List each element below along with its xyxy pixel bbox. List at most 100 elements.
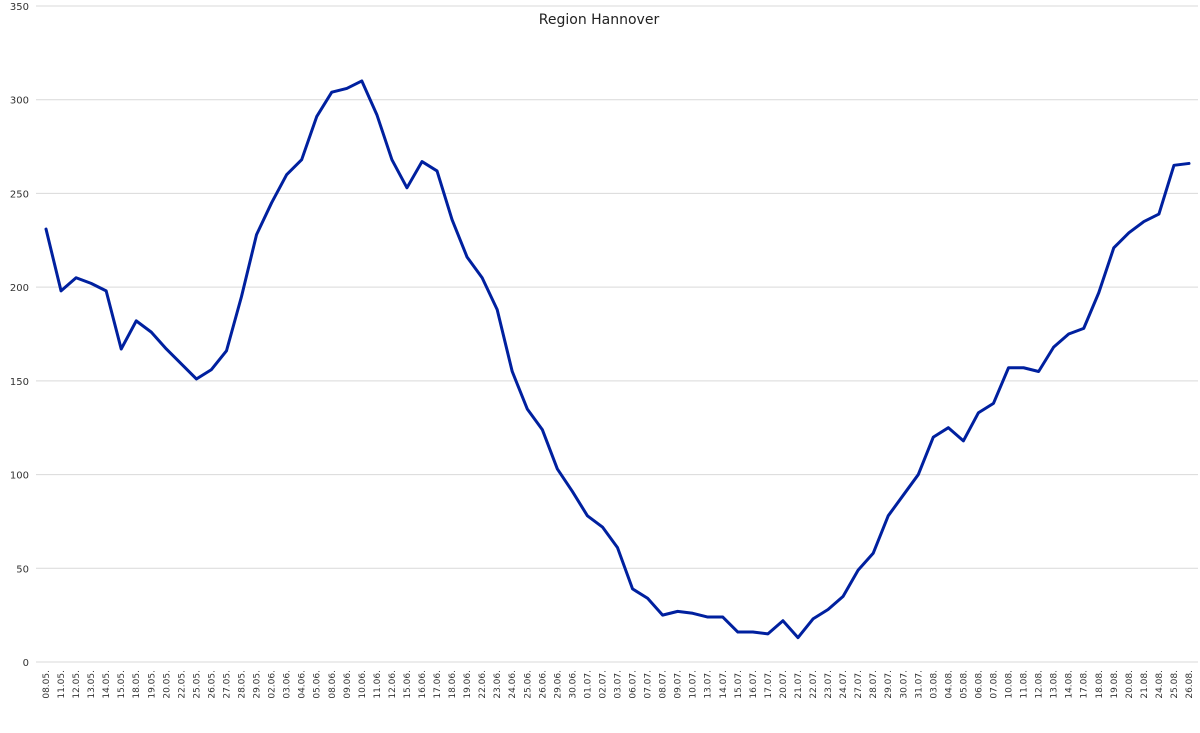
- data-point: [104, 289, 108, 293]
- x-tick-label: 17.06.: [433, 670, 443, 699]
- x-tick-label: 19.08.: [1110, 670, 1120, 699]
- x-tick-label: 14.05.: [102, 670, 112, 699]
- data-point: [345, 87, 348, 90]
- data-point: [165, 347, 168, 351]
- x-tick-label: 14.08.: [1065, 670, 1075, 699]
- data-point: [195, 377, 198, 381]
- data-point: [1097, 291, 1100, 294]
- data-point: [811, 617, 815, 621]
- x-tick-label: 26.05.: [207, 670, 217, 699]
- data-point: [781, 619, 785, 622]
- x-tick-label: 04.06.: [298, 670, 308, 699]
- data-point: [992, 402, 995, 405]
- x-tick-label: 09.07.: [674, 670, 684, 699]
- y-axis-tick-labels: 0 50 100 150 200 250 300 350: [10, 2, 29, 669]
- x-tick-label: 17.08.: [1080, 670, 1090, 699]
- x-tick-label: 19.05.: [147, 670, 157, 699]
- y-tick-label: 300: [10, 96, 29, 107]
- data-point: [526, 407, 529, 411]
- data-point: [1037, 370, 1040, 373]
- y-tick-label: 150: [10, 377, 29, 388]
- data-point: [856, 568, 860, 572]
- series-layer: [44, 79, 1191, 640]
- data-point: [390, 158, 394, 161]
- x-tick-label: 31.07.: [914, 670, 924, 699]
- x-tick-label: 25.05.: [192, 670, 202, 699]
- data-point: [1022, 366, 1025, 369]
- x-tick-label: 11.05.: [57, 670, 67, 699]
- data-point: [435, 169, 439, 173]
- data-point: [962, 439, 965, 443]
- data-point: [150, 330, 153, 334]
- y-tick-label: 250: [10, 189, 29, 200]
- data-point: [255, 233, 258, 236]
- x-tick-label: 09.06.: [343, 670, 353, 699]
- data-point: [902, 493, 905, 497]
- x-tick-label: 06.07.: [629, 670, 639, 699]
- data-point: [240, 295, 243, 298]
- x-tick-label: 28.07.: [869, 670, 879, 699]
- gridlines: [36, 5, 1198, 663]
- x-tick-label: 10.07.: [689, 670, 699, 699]
- x-tick-label: 30.06.: [568, 670, 578, 699]
- x-tick-label: 26.06.: [538, 670, 548, 699]
- x-tick-label: 07.07.: [644, 670, 654, 699]
- x-tick-label: 22.06.: [478, 670, 488, 699]
- x-tick-label: 26.08.: [1185, 670, 1195, 699]
- x-tick-label: 24.07.: [839, 670, 849, 699]
- x-tick-label: 03.08.: [929, 670, 939, 699]
- data-point: [465, 255, 469, 259]
- data-point: [1157, 212, 1161, 216]
- data-point: [1067, 332, 1070, 336]
- x-tick-label: 20.05.: [162, 670, 172, 699]
- x-tick-label: 23.06.: [493, 670, 503, 699]
- x-tick-label: 24.06.: [508, 670, 518, 699]
- x-tick-label: 04.08.: [944, 670, 954, 699]
- data-point: [375, 113, 379, 116]
- x-tick-label: 29.06.: [553, 670, 563, 699]
- data-point: [841, 595, 845, 598]
- data-point: [285, 173, 288, 176]
- data-point: [89, 282, 93, 285]
- data-point: [59, 289, 63, 293]
- data-point: [180, 362, 183, 366]
- data-point: [601, 525, 604, 529]
- x-tick-label: 21.08.: [1140, 670, 1150, 699]
- data-point: [1142, 220, 1146, 223]
- y-tick-label: 100: [10, 471, 29, 482]
- x-tick-label: 13.07.: [704, 670, 714, 699]
- data-point: [646, 597, 649, 600]
- data-point: [751, 630, 755, 634]
- x-tick-label: 06.08.: [974, 670, 984, 699]
- data-point: [1082, 327, 1085, 330]
- x-tick-label: 05.08.: [959, 670, 969, 699]
- x-tick-label: 17.07.: [764, 670, 774, 699]
- data-point: [766, 632, 770, 636]
- data-point: [270, 201, 273, 204]
- data-point: [1172, 164, 1176, 167]
- x-tick-label: 02.06.: [268, 670, 278, 699]
- x-tick-label: 03.06.: [283, 670, 293, 699]
- x-tick-label: 15.07.: [734, 670, 744, 699]
- x-tick-label: 22.07.: [809, 670, 819, 699]
- x-tick-label: 23.07.: [824, 670, 834, 699]
- data-point: [616, 546, 619, 549]
- data-point: [300, 158, 303, 161]
- data-point: [541, 428, 544, 431]
- y-tick-label: 0: [23, 658, 29, 669]
- data-point: [1187, 162, 1191, 165]
- x-tick-label: 03.07.: [614, 670, 624, 699]
- data-point: [1127, 231, 1131, 234]
- data-point: [360, 79, 364, 83]
- x-tick-label: 14.07.: [719, 670, 729, 699]
- x-tick-label: 08.07.: [659, 670, 669, 699]
- x-axis-tick-labels: 08.05. 11.05. 12.05. 13.05. 14.05. 15.05. 18.0…: [42, 670, 1195, 699]
- x-tick-label: 11.06.: [373, 670, 383, 699]
- x-tick-label: 10.08.: [1005, 670, 1015, 699]
- data-point: [796, 636, 800, 639]
- x-tick-label: 29.07.: [884, 670, 894, 699]
- x-tick-label: 16.07.: [749, 670, 759, 699]
